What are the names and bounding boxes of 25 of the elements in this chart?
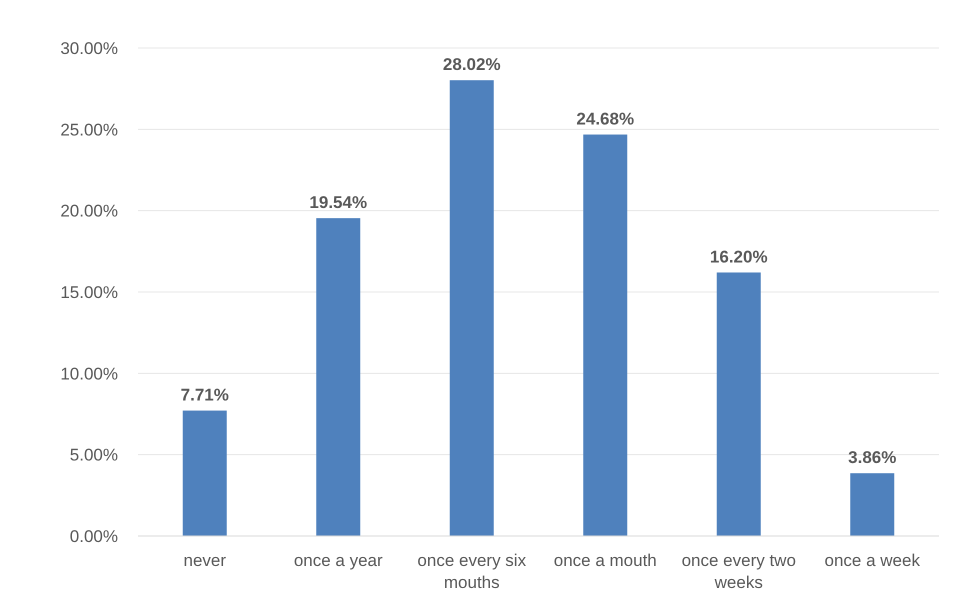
y-tick-label: 20.00%	[60, 202, 118, 221]
data-label: 16.20%	[710, 247, 768, 266]
bar	[182, 410, 227, 536]
x-tick-label: once a year	[294, 551, 383, 570]
data-label: 7.71%	[180, 386, 229, 405]
bar	[583, 134, 628, 536]
x-tick-label: once a week	[824, 551, 920, 570]
bar	[450, 80, 494, 536]
data-label: 3.86%	[848, 448, 896, 468]
y-tick-label: 10.00%	[60, 364, 118, 384]
x-tick-label: once a mouth	[554, 551, 657, 570]
y-tick-label: 5.00%	[70, 446, 118, 465]
y-tick-label: 15.00%	[60, 282, 118, 302]
y-tick-label: 30.00%	[60, 38, 118, 58]
bar	[850, 473, 894, 536]
x-tick-label: once every six mouths	[417, 551, 527, 592]
x-tick-label: once every two weeks	[682, 551, 796, 592]
y-tick-label: 25.00%	[60, 120, 118, 140]
x-tick-label: never	[183, 551, 226, 570]
data-label: 24.68%	[576, 110, 634, 129]
y-tick-label: 0.00%	[70, 526, 118, 546]
bar	[716, 272, 761, 536]
bar	[316, 218, 360, 536]
data-label: 28.02%	[442, 55, 501, 74]
data-label: 19.54%	[309, 193, 368, 212]
